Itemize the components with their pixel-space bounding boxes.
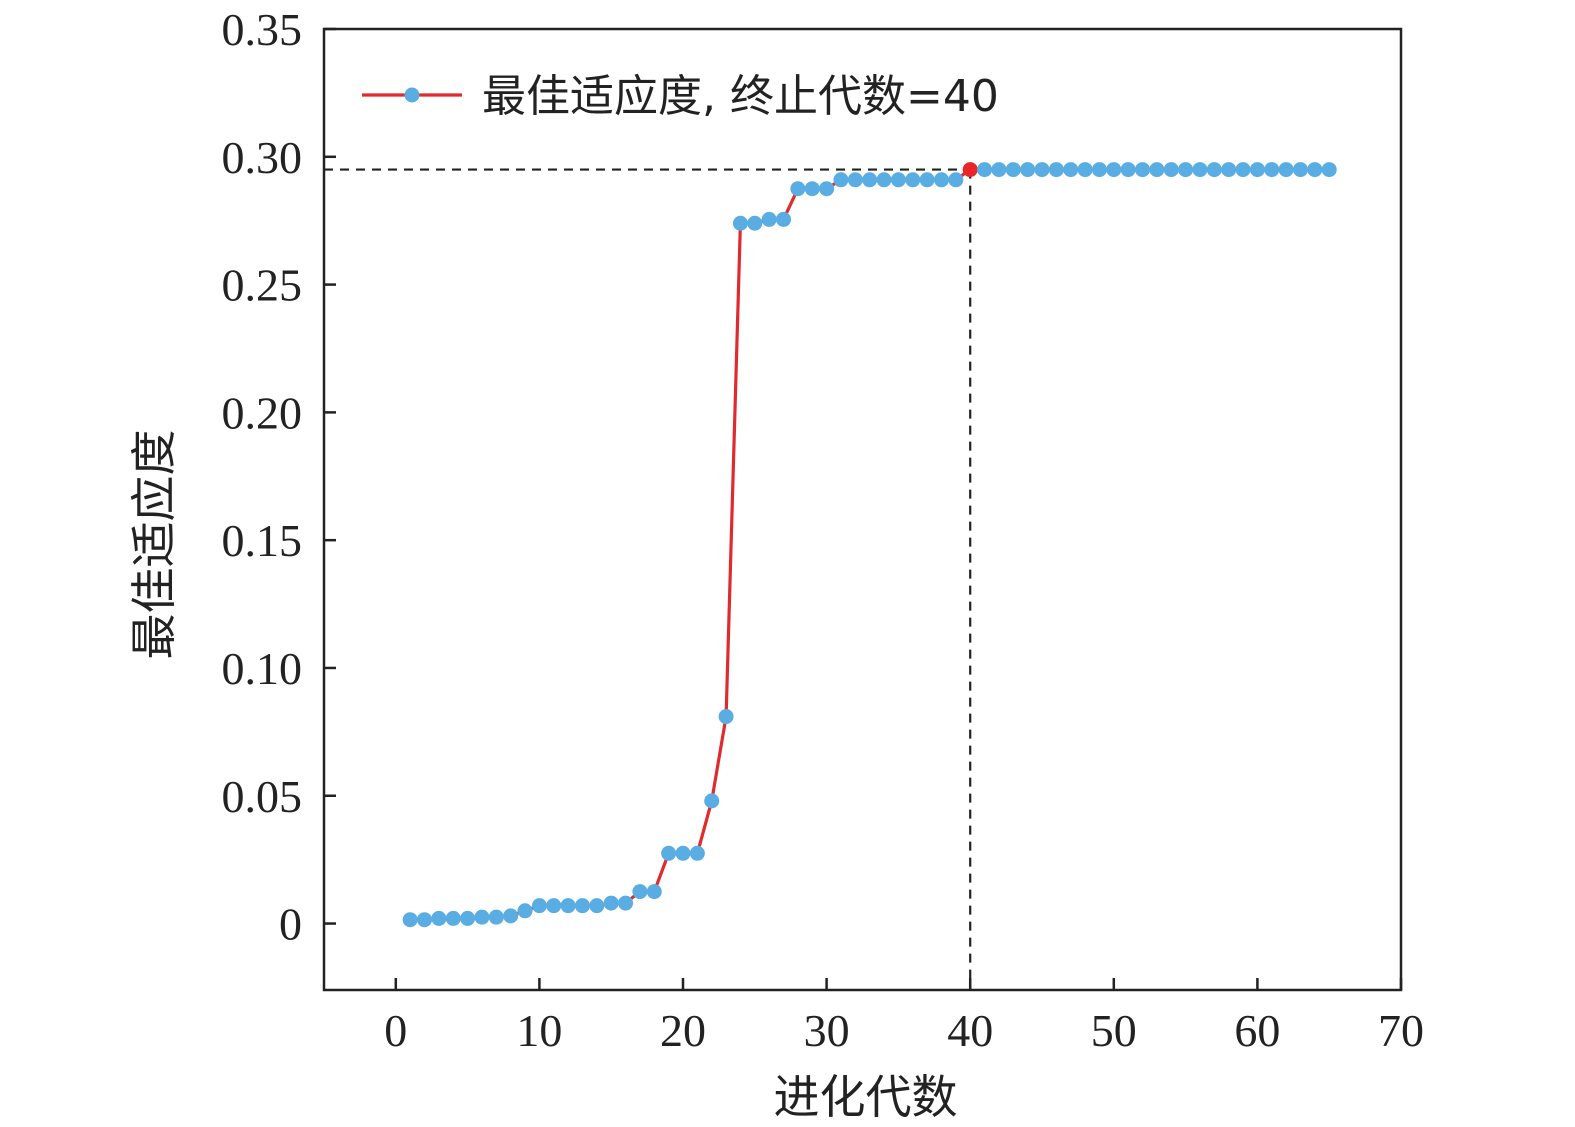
data-point <box>1005 162 1021 178</box>
data-point <box>1163 162 1179 178</box>
data-point <box>646 884 662 900</box>
data-point <box>761 211 777 227</box>
data-point <box>560 898 576 914</box>
data-point <box>905 172 921 188</box>
x-axis: 0 10 20 30 40 50 60 70 <box>384 978 1424 1056</box>
data-point <box>804 181 820 197</box>
data-point <box>632 884 648 900</box>
series-layer <box>402 162 1337 928</box>
data-point <box>718 709 734 725</box>
data-point <box>445 910 461 926</box>
data-point <box>732 215 748 231</box>
y-tick-label: 0 <box>279 899 302 950</box>
data-point <box>1192 162 1208 178</box>
data-point <box>1264 162 1280 178</box>
x-tick-label: 40 <box>947 1005 993 1056</box>
legend-label: 最佳适应度, 终止代数=40 <box>482 71 999 122</box>
data-point <box>933 172 949 188</box>
data-point <box>1063 162 1079 178</box>
x-tick-label: 60 <box>1234 1005 1280 1056</box>
x-tick-label: 20 <box>660 1005 706 1056</box>
y-tick-label: 0.20 <box>222 387 303 438</box>
data-point <box>474 909 490 925</box>
data-point <box>503 908 519 924</box>
data-point <box>991 162 1007 178</box>
data-point <box>1034 162 1050 178</box>
data-point <box>977 162 993 178</box>
data-point <box>1135 162 1151 178</box>
data-point <box>1321 162 1337 178</box>
data-point <box>876 172 892 188</box>
data-point <box>862 172 878 188</box>
data-point <box>1091 162 1107 178</box>
data-point <box>661 845 677 861</box>
data-point <box>747 215 763 231</box>
plot-frame <box>322 27 1403 992</box>
data-point <box>1020 162 1036 178</box>
data-point <box>948 172 964 188</box>
data-point <box>402 912 418 928</box>
y-axis: 0 0.05 0.10 0.15 0.20 0.25 0.30 0.35 <box>222 4 336 950</box>
series-line <box>410 168 1330 922</box>
y-tick-label: 0.25 <box>222 260 303 311</box>
data-point <box>460 910 476 926</box>
data-point <box>574 898 590 914</box>
data-point <box>833 172 849 188</box>
data-point <box>790 181 806 197</box>
data-point <box>1278 162 1294 178</box>
data-point <box>1149 162 1165 178</box>
y-axis-title: 最佳适应度 <box>127 430 181 660</box>
data-point <box>488 909 504 925</box>
data-point <box>1292 162 1308 178</box>
data-point <box>890 172 906 188</box>
data-point <box>1249 162 1265 178</box>
x-axis-title: 进化代数 <box>774 1070 958 1124</box>
y-tick-label: 0.10 <box>222 643 303 694</box>
legend-marker-swatch <box>404 87 420 103</box>
data-point <box>431 910 447 926</box>
legend: 最佳适应度, 终止代数=40 <box>362 71 999 122</box>
y-tick-label: 0.15 <box>222 515 303 566</box>
data-point <box>1221 162 1237 178</box>
data-point <box>1120 162 1136 178</box>
data-point <box>819 181 835 197</box>
termination-reference-lines <box>324 168 972 990</box>
data-point <box>704 793 720 809</box>
data-point <box>675 845 691 861</box>
data-point <box>417 912 433 928</box>
data-point <box>689 845 705 861</box>
x-tick-label: 70 <box>1378 1005 1424 1056</box>
data-point <box>1206 162 1222 178</box>
termination-point <box>962 162 978 178</box>
data-point <box>847 172 863 188</box>
data-point <box>546 898 562 914</box>
data-point <box>1178 162 1194 178</box>
data-point <box>589 898 605 914</box>
x-tick-label: 30 <box>804 1005 850 1056</box>
data-point <box>1048 162 1064 178</box>
x-tick-label: 50 <box>1091 1005 1137 1056</box>
data-point <box>603 895 619 911</box>
y-tick-label: 0.30 <box>222 132 303 183</box>
y-tick-label: 0.05 <box>222 771 303 822</box>
y-tick-label: 0.35 <box>222 4 303 55</box>
data-point <box>618 895 634 911</box>
data-point <box>1235 162 1251 178</box>
data-point <box>531 898 547 914</box>
x-tick-label: 0 <box>384 1005 407 1056</box>
data-point <box>1307 162 1323 178</box>
data-point <box>517 903 533 919</box>
data-point <box>919 172 935 188</box>
data-point <box>1077 162 1093 178</box>
data-point <box>1106 162 1122 178</box>
data-point <box>776 211 792 227</box>
x-tick-label: 10 <box>516 1005 562 1056</box>
